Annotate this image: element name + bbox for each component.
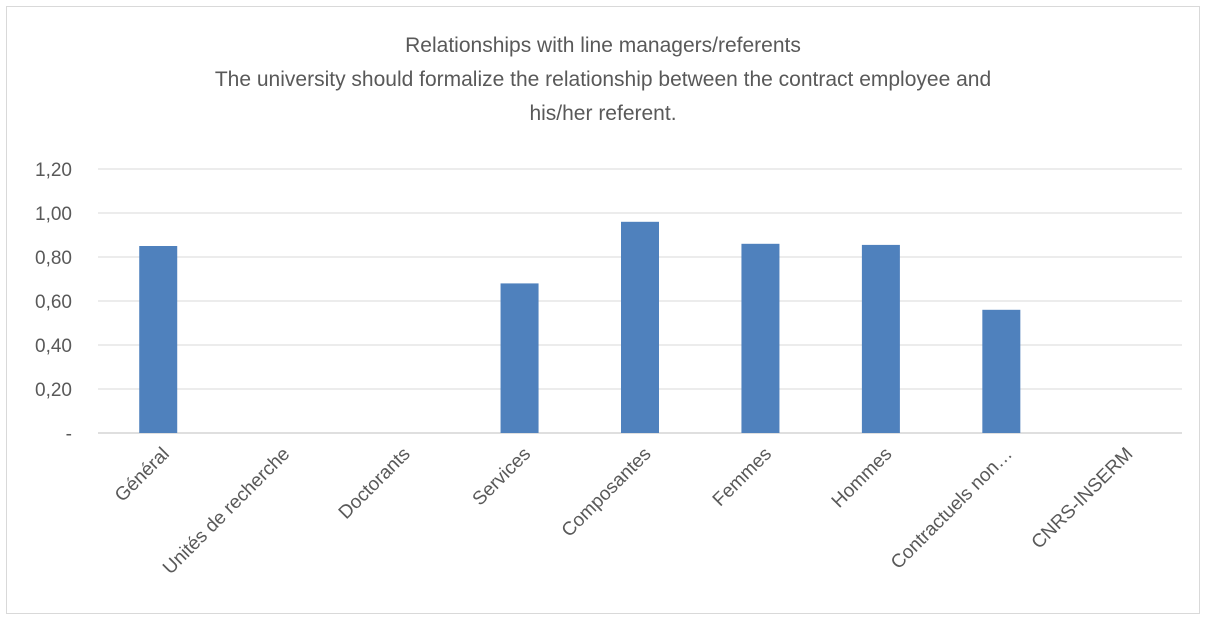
chart-title-line-1: Relationships with line managers/referen…	[405, 34, 801, 57]
chart-title-line-3: his/her referent.	[529, 102, 677, 125]
chart-title-line-2: The university should formalize the rela…	[214, 68, 992, 91]
chart-frame	[6, 6, 1200, 614]
